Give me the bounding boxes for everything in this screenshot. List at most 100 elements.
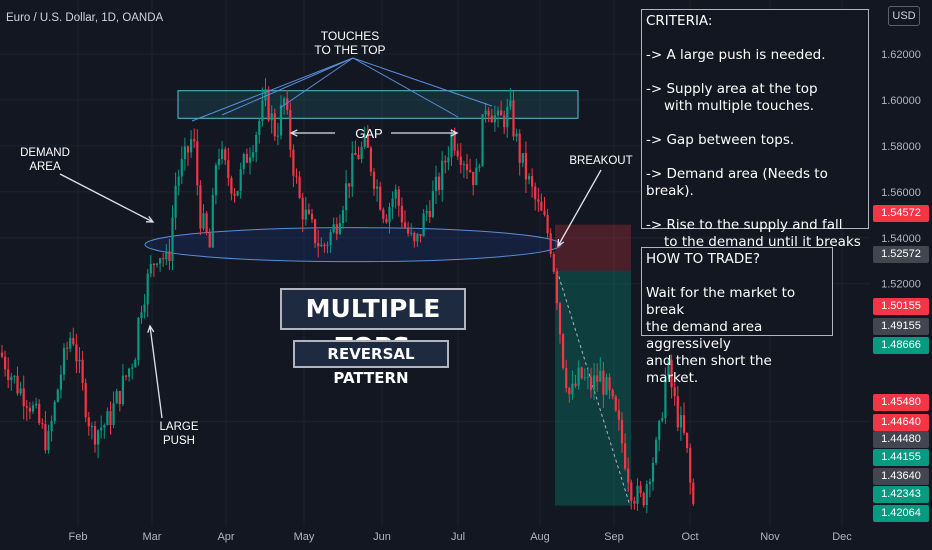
trade-path [556,270,631,506]
candle-body [531,176,534,187]
grid [0,0,870,525]
candle-body [149,263,152,274]
criteria-item-4: -> Demand area (Needs to break). [646,166,828,199]
x-axis: Feb Mar Apr May Jun Jul Aug Sep Oct Nov Dec [0,525,932,550]
candle-body [131,367,134,369]
candle-body [487,110,490,116]
candle-body [314,219,317,244]
candle-body [636,485,639,504]
candle-body [273,113,276,137]
candle-body [571,383,574,395]
candle-body [298,176,301,198]
demand-label-1: DEMAND [20,147,70,159]
candle-body [19,388,22,394]
candle-body [137,317,140,360]
candle-body [193,139,196,142]
candle-body [62,347,66,375]
candle-body [562,334,565,368]
candle-body [348,183,351,187]
candle-body [521,152,524,163]
candle-body [115,391,118,404]
candle-body [152,263,155,265]
candle-body [307,209,310,214]
price-label: 1.54572 [873,205,929,222]
candle-body [552,253,555,272]
candle-body [109,411,112,425]
candle-body [22,388,25,407]
candle-body [589,376,593,390]
how-to-trade-line-3: and then short the market. [646,353,772,386]
candle-body [53,401,56,422]
pattern-title: MULTIPLE TOPS [280,288,466,361]
candle-body [682,415,686,433]
candle-body [490,115,493,123]
candle-body [608,377,611,390]
candle-body [645,484,648,506]
candle-body [72,337,75,345]
candle-body [540,201,543,211]
candle-body [301,197,304,220]
candle-body [692,482,695,504]
candle-body [403,222,407,228]
candle-body [484,110,487,115]
candle-body [444,160,447,163]
candle-body [35,403,38,406]
candle-body [363,134,366,147]
candle-body [537,199,540,202]
candle-body [574,383,577,386]
candle-body [434,176,438,192]
candle-body [661,418,664,421]
candle-body [146,273,149,305]
candle-body [47,431,50,451]
candle-body [689,448,692,483]
candle-body [596,375,599,382]
candle-body [199,185,202,229]
candle-body [230,178,233,194]
touch-lines [191,57,493,122]
candle-body [462,164,465,166]
currency-button[interactable]: USD [888,6,920,26]
candle-body [103,425,106,428]
candle-body [326,244,329,247]
candle-body [676,396,679,428]
candle-body [121,375,124,405]
candle-body [159,258,162,264]
candle-body [447,157,450,163]
candle-body [283,98,286,105]
candle-body [450,133,453,158]
candle-body [143,304,146,313]
candle-body [341,210,345,224]
annotation-arrows [59,129,602,419]
candle-body [568,387,571,395]
candle-body [664,376,667,419]
x-tick-label: Jun [373,531,391,543]
candle-body [233,193,236,196]
candle-body [41,423,44,425]
candle-body [66,347,69,349]
how-to-trade-line-2: the demand area aggressively [646,319,763,352]
candle-body [534,186,537,200]
candle-body [56,389,59,402]
candle-body [112,403,115,425]
touches-label-2: TO THE TOP [314,43,385,57]
candle-body [211,195,214,248]
candle-body [388,206,391,223]
candle-body [134,359,137,368]
candle-body [648,481,651,485]
candle-body [369,147,372,172]
price-label: 1.48666 [873,337,929,354]
supply-zone [177,90,579,119]
candle-body [527,176,531,180]
y-tick-label: 1.58000 [881,141,921,153]
candle-body [670,360,673,388]
candle-body [586,376,589,378]
candle-body [310,213,314,220]
demand-label-2: AREA [29,161,61,173]
candle-body [329,232,332,245]
candle-body [338,223,341,234]
stop-loss-zone [555,224,631,271]
candle-body [422,213,425,237]
candle-body [292,149,295,176]
candle-body [518,133,521,163]
symbol-title: Euro / U.S. Dollar, 1D, OANDA [6,12,164,24]
